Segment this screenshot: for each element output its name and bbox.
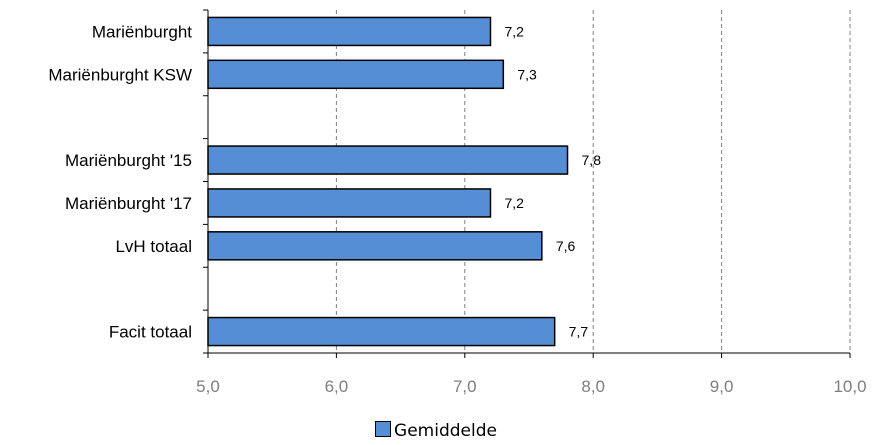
data-label: 7,7 xyxy=(569,324,589,340)
bar xyxy=(207,188,492,218)
x-tick-label: 5,0 xyxy=(196,377,220,396)
legend: Gemiddelde xyxy=(0,421,872,441)
axes xyxy=(203,9,851,358)
bar xyxy=(207,145,569,175)
bar xyxy=(207,16,492,47)
x-tick-label: 10,0 xyxy=(833,377,866,396)
category-label: Mariënburght KSW xyxy=(48,65,192,84)
x-tick-label: 8,0 xyxy=(581,377,605,396)
data-label: 7,2 xyxy=(504,23,524,39)
category-label: Mariënburght '15 xyxy=(65,151,192,170)
legend-label: Gemiddelde xyxy=(394,421,497,441)
bars-group xyxy=(207,16,569,347)
bar xyxy=(207,316,556,347)
category-labels: Mariënburght Mariënburght KSW Mariënburght… xyxy=(48,22,192,341)
category-label: LvH totaal xyxy=(115,237,192,256)
x-tick-label: 9,0 xyxy=(710,377,734,396)
data-label: 7,2 xyxy=(504,195,524,211)
bar xyxy=(207,231,543,261)
data-labels: 7,2 7,3 7,8 7,2 7,6 7,7 xyxy=(504,23,601,339)
legend-swatch xyxy=(375,421,392,437)
x-tick-label: 6,0 xyxy=(325,377,349,396)
data-label: 7,8 xyxy=(582,152,602,168)
category-label: Facit totaal xyxy=(109,323,192,342)
category-label: Mariënburght '17 xyxy=(65,194,192,213)
data-label: 7,6 xyxy=(556,238,576,254)
x-tick-labels: 5,0 6,0 7,0 8,0 9,0 10,0 xyxy=(196,377,866,396)
bar xyxy=(207,59,505,90)
category-label: Mariënburght xyxy=(92,22,192,41)
data-label: 7,3 xyxy=(517,66,537,82)
x-tick-label: 7,0 xyxy=(453,377,477,396)
